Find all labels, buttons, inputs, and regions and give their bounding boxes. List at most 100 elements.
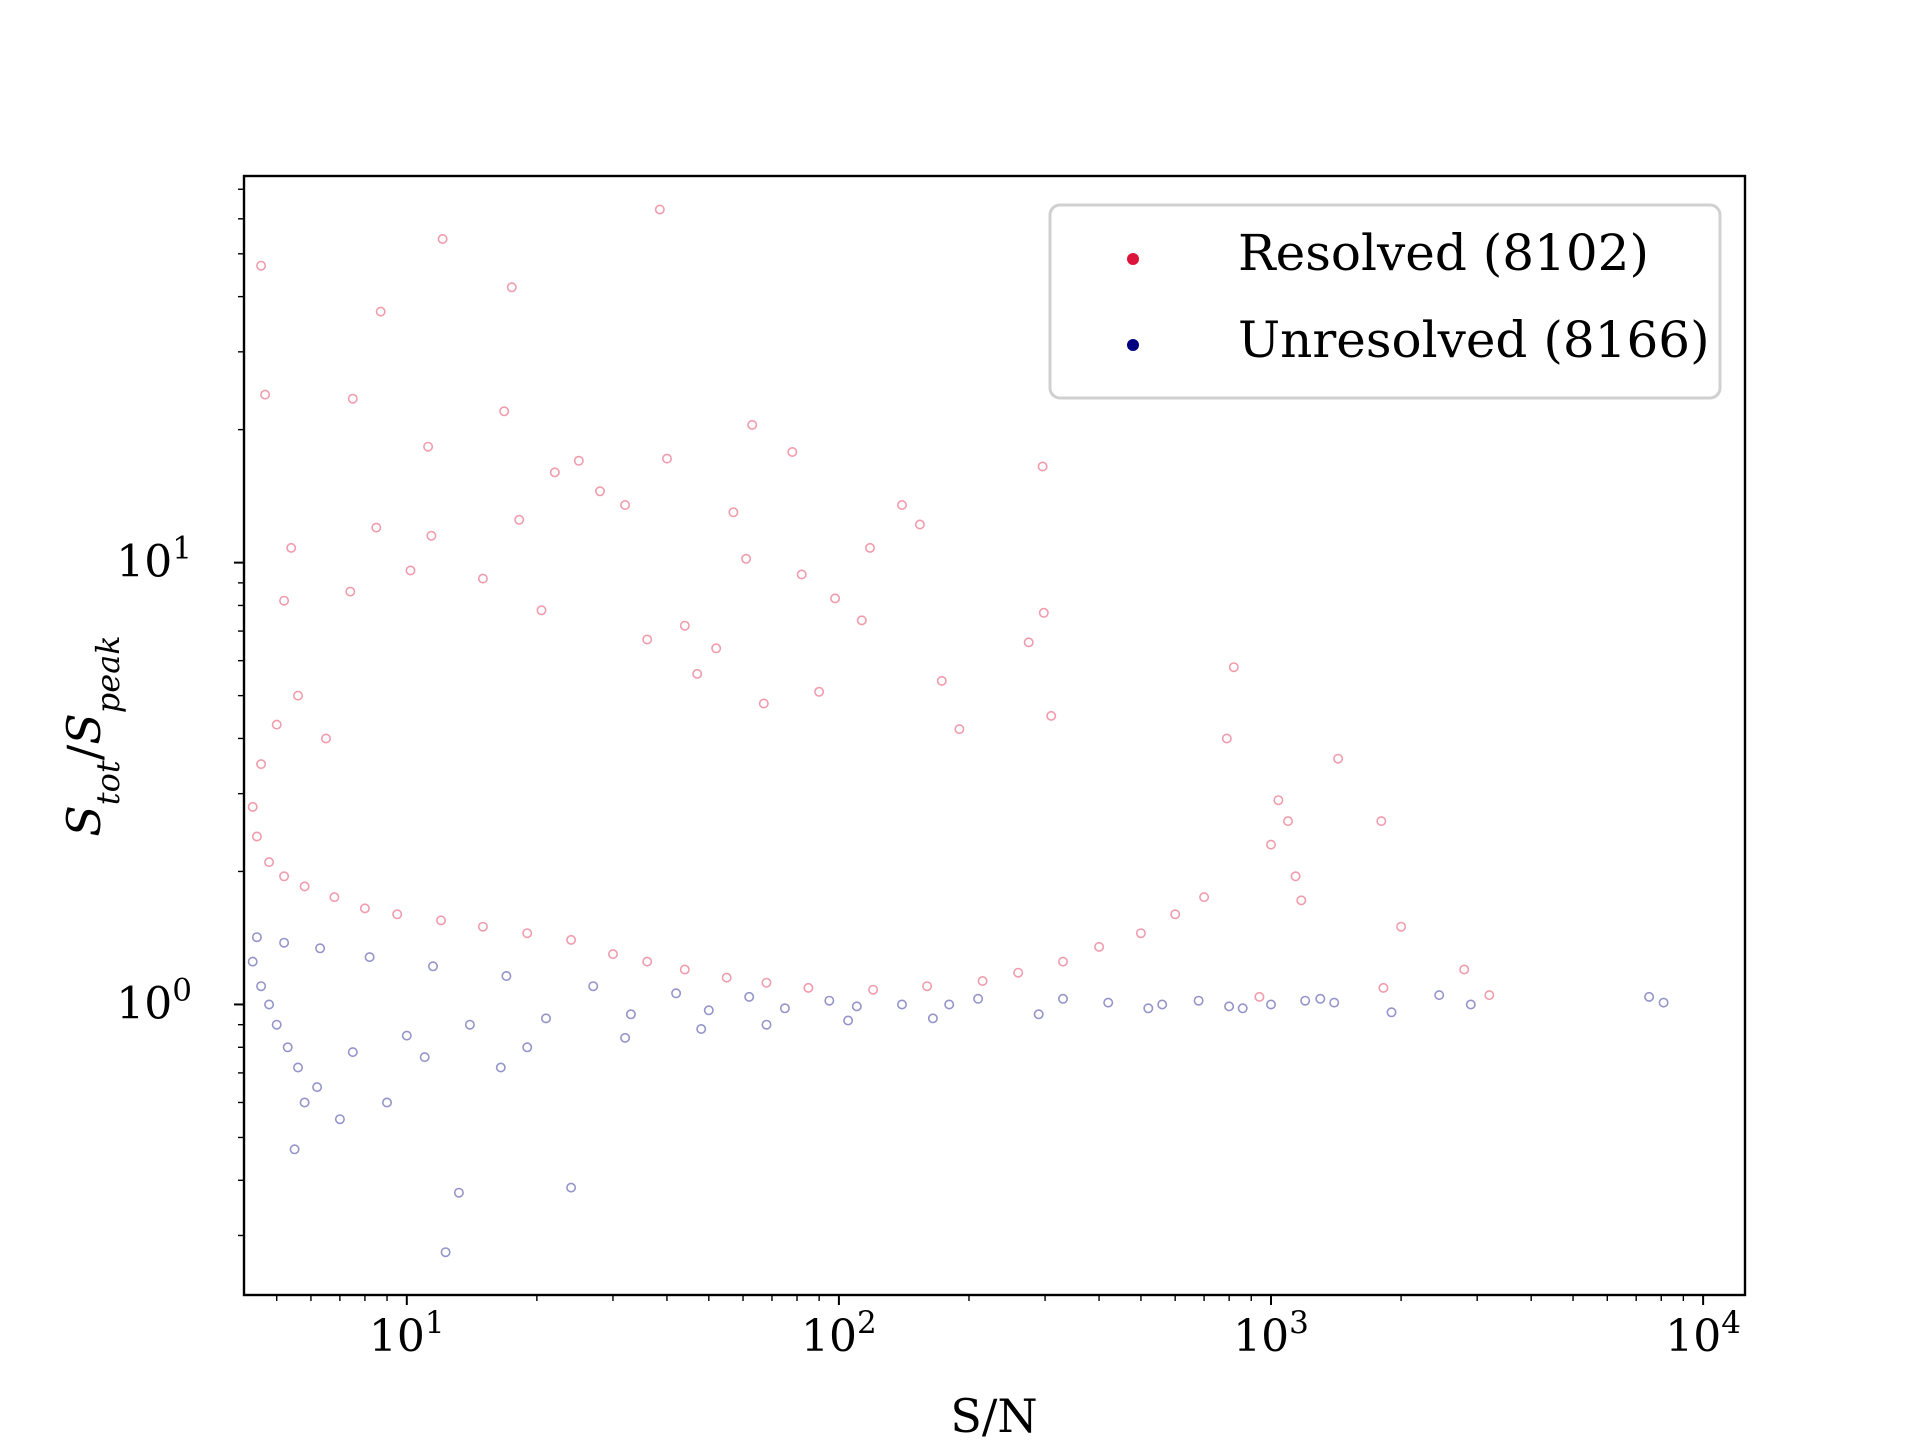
data-point (1459, 964, 1470, 975)
data-point (779, 1003, 790, 1014)
y-axis-label: Stot/Speak (57, 635, 127, 836)
data-point (696, 1024, 707, 1035)
data-point (477, 921, 488, 932)
data-point (264, 999, 275, 1010)
data-point (247, 956, 258, 967)
data-point (607, 949, 618, 960)
data-point (334, 1114, 345, 1125)
data-point (744, 991, 755, 1002)
data-point (477, 573, 488, 584)
data-point (671, 988, 682, 999)
data-point (977, 975, 988, 986)
data-point (501, 970, 512, 981)
data-point (1290, 871, 1301, 882)
data-point (549, 467, 560, 478)
data-point (437, 234, 448, 245)
data-point (464, 1019, 475, 1030)
data-point (264, 857, 275, 868)
data-point (392, 909, 403, 920)
data-point (868, 984, 879, 995)
data-point (419, 1052, 430, 1063)
data-point (286, 542, 297, 553)
data-point (315, 943, 326, 954)
data-point (256, 981, 267, 992)
data-point (814, 686, 825, 697)
data-point (329, 892, 340, 903)
data-point (679, 964, 690, 975)
data-point (401, 1030, 412, 1041)
data-point (1644, 991, 1655, 1002)
y-axis-ticks: 100 101 (116, 531, 244, 1029)
data-point (914, 519, 925, 530)
data-point (566, 934, 577, 945)
x-tick-label: 104 (1665, 1305, 1741, 1362)
data-point (661, 453, 672, 464)
data-point (299, 881, 310, 892)
data-point (758, 698, 769, 709)
data-point (1033, 1009, 1044, 1020)
data-point (824, 995, 835, 1006)
data-point (856, 615, 867, 626)
x-tick-label: 102 (801, 1305, 877, 1362)
data-point (1103, 997, 1114, 1008)
plot-frame (242, 174, 1747, 1297)
data-point (1023, 637, 1034, 648)
data-point (721, 972, 732, 983)
data-point (864, 542, 875, 553)
data-point (1296, 895, 1307, 906)
series-1 (247, 932, 1669, 1258)
data-point (896, 499, 907, 510)
data-point (896, 999, 907, 1010)
data-point (1329, 997, 1340, 1008)
data-point (271, 719, 282, 730)
data-point (1193, 995, 1204, 1006)
data-point (620, 1032, 631, 1043)
data-point (1396, 921, 1407, 932)
data-point (1378, 982, 1389, 993)
x-axis-label: S/N (950, 1389, 1037, 1440)
data-point (1046, 710, 1057, 721)
data-point (1038, 607, 1049, 618)
data-point (522, 1042, 533, 1053)
data-point (359, 903, 370, 914)
data-point (1143, 1003, 1154, 1014)
x-tick-label: 101 (369, 1305, 445, 1362)
data-point (741, 553, 752, 564)
data-point (936, 675, 947, 686)
data-point (747, 419, 758, 430)
data-point (1283, 816, 1294, 827)
data-point (679, 620, 690, 631)
data-point (830, 593, 841, 604)
data-point (922, 981, 933, 992)
data-point (796, 569, 807, 580)
data-point (279, 871, 290, 882)
data-point (954, 724, 965, 735)
data-point (506, 282, 517, 293)
data-point (256, 260, 267, 271)
data-point (594, 486, 605, 497)
data-point (279, 595, 290, 606)
legend-marker-unresolved (1127, 339, 1139, 351)
data-point (522, 928, 533, 939)
data-point (625, 1009, 636, 1020)
data-point (540, 1013, 551, 1024)
data-point (1094, 941, 1105, 952)
data-point (1266, 999, 1277, 1010)
data-point (371, 522, 382, 533)
data-point (271, 1019, 282, 1030)
data-point (1386, 1007, 1397, 1018)
data-point (1273, 795, 1284, 806)
data-point (1058, 956, 1069, 967)
data-point (256, 759, 267, 770)
data-point (312, 1082, 323, 1093)
data-point (1333, 753, 1344, 764)
data-point (1170, 909, 1181, 920)
data-point (711, 643, 722, 654)
data-point (299, 1097, 310, 1108)
data-point (1254, 991, 1265, 1002)
data-point (1237, 1003, 1248, 1014)
series-0 (247, 204, 1495, 1002)
data-point (692, 668, 703, 679)
data-point (703, 1005, 714, 1016)
data-point (495, 1062, 506, 1073)
